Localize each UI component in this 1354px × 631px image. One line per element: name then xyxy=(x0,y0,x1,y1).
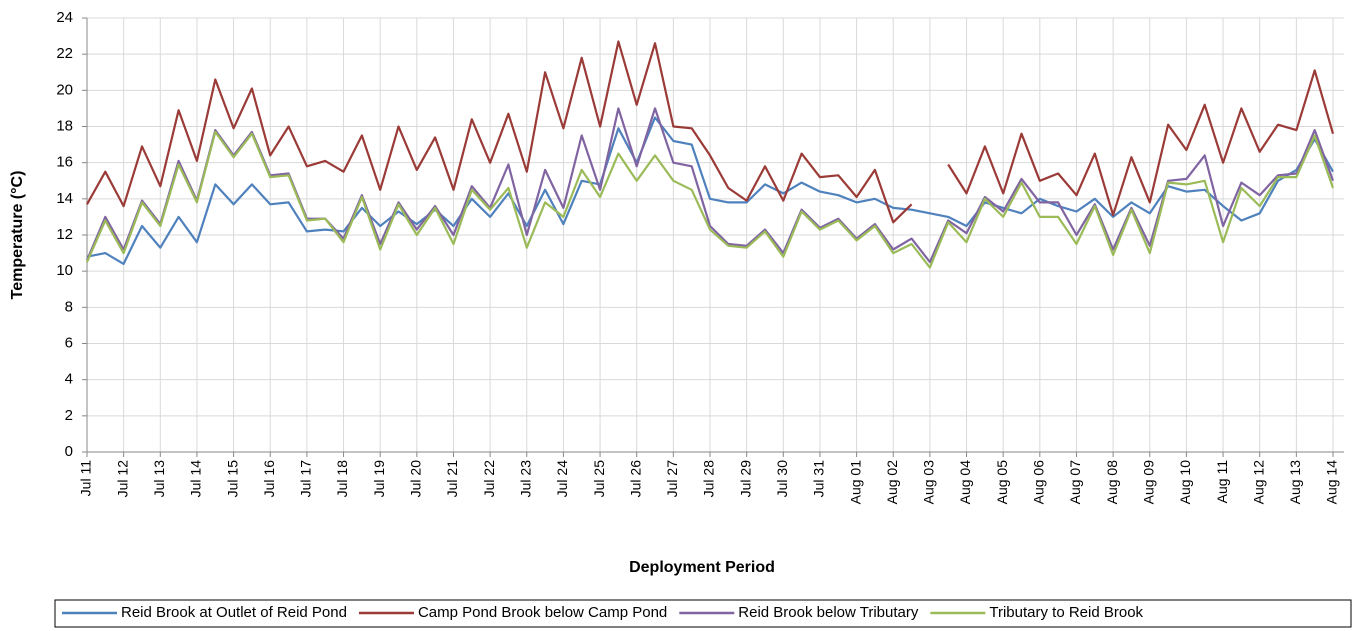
x-tick-label: Jul 24 xyxy=(554,460,570,498)
x-tick-label: Jul 11 xyxy=(78,460,94,497)
legend-label: Camp Pond Brook below Camp Pond xyxy=(418,604,667,621)
x-tick-label: Aug 10 xyxy=(1177,460,1193,505)
legend-label: Reid Brook at Outlet of Reid Pond xyxy=(121,604,347,621)
y-tick-label: 6 xyxy=(65,334,73,351)
x-tick-label: Jul 15 xyxy=(224,460,240,498)
series-line xyxy=(86,40,1335,224)
y-tick-label: 2 xyxy=(65,407,73,424)
x-tick-label: Jul 25 xyxy=(591,460,607,498)
x-tick-label: Jul 18 xyxy=(334,460,350,498)
legend-box xyxy=(54,599,1352,628)
x-tick-label: Jul 29 xyxy=(737,460,753,498)
x-tick-label: Aug 04 xyxy=(957,460,973,505)
x-tick-label: Jul 28 xyxy=(701,460,717,498)
x-tick-label: Jul 21 xyxy=(444,460,460,498)
series-line xyxy=(86,116,1334,265)
y-axis-label: Temperature (°C) xyxy=(9,171,26,300)
legend-label: Reid Brook below Tributary xyxy=(738,604,919,621)
x-tick-label: Aug 05 xyxy=(994,460,1010,505)
x-tick-label: Jul 19 xyxy=(371,460,387,498)
x-tick-label: Aug 11 xyxy=(1214,460,1230,504)
y-tick-label: 12 xyxy=(56,226,73,243)
x-tick-label: Jul 31 xyxy=(811,460,827,498)
x-axis-label: Deployment Period xyxy=(629,559,775,576)
x-tick-label: Aug 02 xyxy=(884,460,900,505)
x-tick-label: Jul 14 xyxy=(188,460,204,498)
y-tick-label: 8 xyxy=(65,298,73,315)
x-tick-label: Aug 06 xyxy=(1031,460,1047,505)
y-tick-label: 16 xyxy=(56,154,73,171)
y-tick-label: 0 xyxy=(65,443,73,460)
x-tick-label: Jul 20 xyxy=(408,460,424,498)
y-tick-label: 10 xyxy=(56,262,73,279)
y-tick-label: 24 xyxy=(56,9,73,26)
x-tick-label: Aug 07 xyxy=(1067,460,1083,505)
x-tick-label: Jul 27 xyxy=(664,460,680,498)
y-tick-label: 20 xyxy=(56,81,73,98)
series-line xyxy=(85,130,1335,269)
x-tick-label: Aug 01 xyxy=(847,460,863,505)
y-tick-label: 18 xyxy=(56,117,73,134)
x-tick-label: Jul 13 xyxy=(151,460,167,498)
y-tick-label: 4 xyxy=(65,371,73,388)
x-tick-label: Jul 26 xyxy=(627,460,643,498)
x-tick-label: Aug 09 xyxy=(1140,460,1156,505)
x-tick-label: Jul 16 xyxy=(261,460,277,498)
legend-label: Tributary to Reid Brook xyxy=(989,604,1143,621)
x-tick-label: Jul 17 xyxy=(298,460,314,498)
x-tick-label: Aug 12 xyxy=(1250,460,1266,505)
y-tick-label: 14 xyxy=(56,190,73,207)
x-tick-label: Aug 03 xyxy=(921,460,937,505)
x-tick-label: Jul 22 xyxy=(481,460,497,498)
x-tick-label: Aug 08 xyxy=(1104,460,1120,505)
x-tick-label: Jul 23 xyxy=(517,460,533,498)
x-tick-label: Jul 12 xyxy=(114,460,130,498)
x-tick-label: Aug 13 xyxy=(1287,460,1303,505)
x-tick-label: Aug 14 xyxy=(1324,460,1340,505)
y-tick-label: 22 xyxy=(56,45,73,62)
x-tick-label: Jul 30 xyxy=(774,460,790,498)
